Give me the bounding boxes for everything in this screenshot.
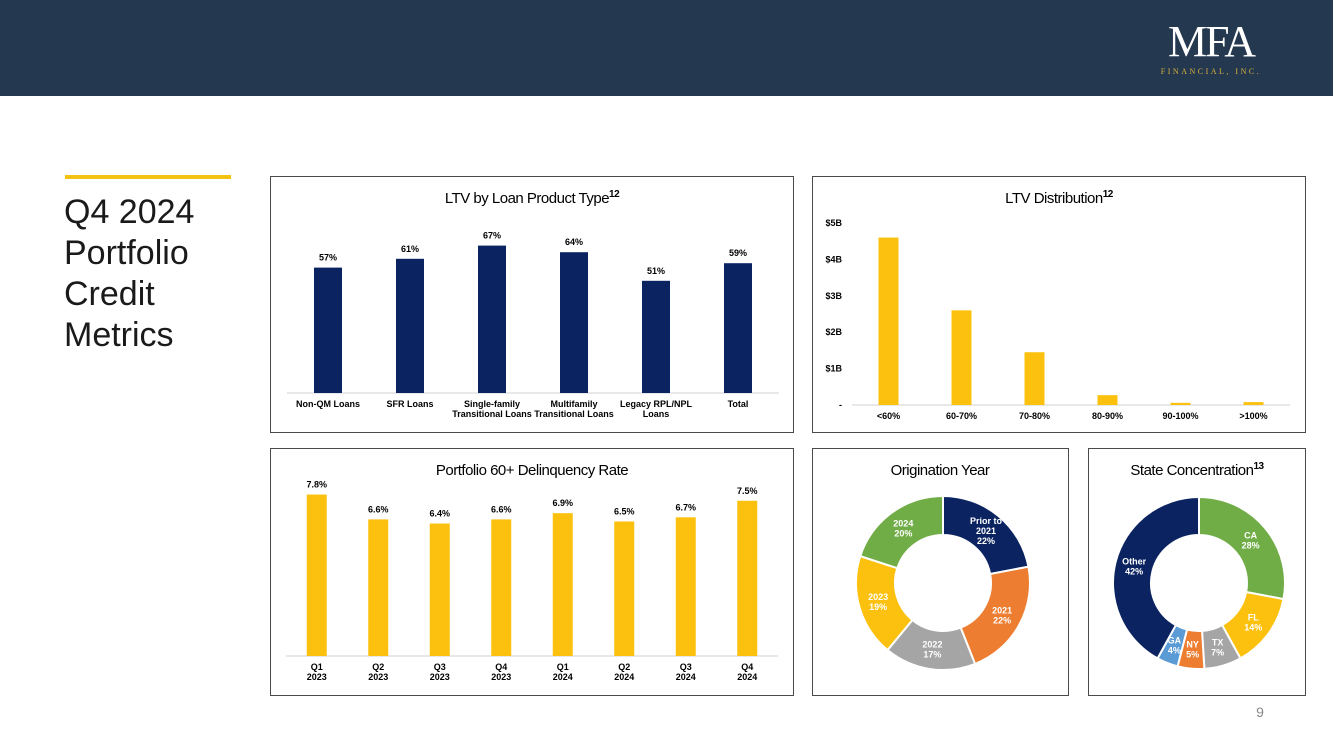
x-tick-label: Q3 2023 (430, 662, 450, 682)
bar-value-label: 64% (565, 237, 583, 247)
page-title-line: Q4 2024 (64, 193, 195, 231)
x-tick-label: <60% (877, 411, 900, 421)
mfa-logo: MFA (1167, 17, 1256, 66)
bar-value-label: 57% (319, 253, 337, 263)
slice-label: 2024 20% (893, 518, 913, 538)
chart-title: LTV by Loan Product Type12 (445, 189, 620, 207)
bar (724, 263, 752, 393)
donut-slice (858, 494, 944, 570)
mfa-logo-subtitle: FINANCIAL, INC. (1160, 67, 1262, 76)
bar-value-label: 61% (401, 244, 419, 254)
x-tick-label: 90-100% (1162, 411, 1198, 421)
slice-label: GA 4% (1168, 635, 1182, 655)
bar (560, 252, 588, 393)
bar (951, 310, 972, 405)
delinquency-rate-chart: Portfolio 60+ Delinquency Rate 7.8% Q1 2023… (286, 462, 778, 682)
x-tick-label: Legacy RPL/NPL Loans (620, 399, 693, 419)
title-accent-bar (65, 175, 231, 179)
bar (1024, 352, 1045, 405)
state-concentration-panel: State Concentration13 CA 28% FL 14% TX 7% NY 5% G… (1088, 448, 1306, 696)
x-tick-label: Q4 2023 (491, 662, 511, 682)
donut-slice (1112, 495, 1200, 660)
ltv-distribution-panel: LTV Distribution12 - $1B $2B $3B $4B $5B <60% 60… (812, 176, 1306, 433)
bar (314, 267, 342, 393)
bar (1097, 395, 1118, 405)
x-tick-label: 60-70% (946, 411, 977, 421)
ltv-by-product-panel: LTV by Loan Product Type12 57% Non-QM Loan… (270, 176, 794, 433)
y-tick-label: - (839, 400, 842, 410)
x-tick-label: Q1 2024 (553, 662, 573, 682)
bar-value-label: 51% (647, 266, 665, 276)
bar (878, 237, 899, 405)
slice-label: FL 14% (1244, 612, 1262, 632)
x-tick-label: Q2 2024 (614, 662, 634, 682)
page-title-line: Credit (64, 275, 155, 313)
bar-value-label: 7.8% (306, 480, 327, 490)
y-tick-label: $2B (825, 327, 842, 337)
x-tick-label: 80-90% (1092, 411, 1123, 421)
donut-slice (1198, 495, 1286, 601)
y-tick-label: $3B (825, 291, 842, 301)
x-tick-label: Multifamily Transitional Loans (534, 399, 614, 419)
bar (429, 523, 450, 656)
x-tick-label: Total (728, 399, 749, 409)
bar (478, 245, 506, 393)
bar-value-label: 59% (729, 248, 747, 258)
slice-label: CA 28% (1242, 530, 1260, 550)
bar-value-label: 6.7% (675, 502, 696, 512)
x-tick-label: Q4 2024 (737, 662, 757, 682)
bar (1243, 402, 1264, 405)
bar (491, 519, 512, 656)
bar-value-label: 6.6% (491, 504, 512, 514)
bar-value-label: 6.6% (368, 504, 389, 514)
slice-label: TX 7% (1211, 637, 1224, 657)
bar (552, 513, 573, 656)
page-title-line: Portfolio (64, 234, 189, 272)
chart-title: State Concentration13 (1130, 461, 1264, 479)
bar (675, 517, 696, 656)
slice-label: 2022 17% (922, 640, 942, 660)
bar (396, 258, 424, 393)
slice-label: 2021 22% (992, 606, 1012, 626)
bar (1170, 402, 1191, 405)
origination-year-panel: Origination Year Prior to 2021 22% 2021 22% 20… (812, 448, 1069, 696)
bar-value-label: 6.5% (614, 506, 635, 516)
x-tick-label: Single-family Transitional Loans (452, 399, 532, 419)
slice-label: 2023 19% (868, 592, 888, 612)
bar (614, 521, 635, 656)
bar-value-label: 6.9% (552, 498, 573, 508)
slice-label: Other 42% (1122, 556, 1147, 576)
chart-title: LTV Distribution12 (1005, 189, 1114, 207)
x-tick-label: Q2 2023 (368, 662, 388, 682)
origination-year-chart: Origination Year Prior to 2021 22% 2021 22% 20… (855, 462, 1031, 671)
slice-label: NY 5% (1186, 640, 1199, 660)
x-tick-label: Non-QM Loans (296, 399, 360, 409)
top-banner: MFA FINANCIAL, INC. (0, 0, 1333, 96)
bar (642, 280, 670, 393)
page-title: Q4 2024 Portfolio Credit Metrics (64, 192, 264, 356)
chart-title: Portfolio 60+ Delinquency Rate (436, 462, 628, 479)
bar-value-label: 6.4% (429, 509, 450, 519)
page-number: 9 (1256, 704, 1264, 720)
bar (306, 494, 327, 656)
bar (737, 500, 758, 656)
x-tick-label: >100% (1239, 411, 1267, 421)
x-tick-label: Q3 2024 (676, 662, 696, 682)
y-tick-label: $4B (825, 254, 842, 264)
bar-value-label: 67% (483, 231, 501, 241)
x-tick-label: Q1 2023 (307, 662, 327, 682)
slice-label: Prior to 2021 22% (970, 516, 1003, 546)
chart-title: Origination Year (891, 462, 990, 479)
ltv-distribution-chart: LTV Distribution12 - $1B $2B $3B $4B $5B <60% 60… (825, 189, 1290, 421)
y-tick-label: $1B (825, 364, 842, 374)
bar (368, 519, 389, 656)
delinquency-rate-panel: Portfolio 60+ Delinquency Rate 7.8% Q1 2023… (270, 448, 794, 696)
state-concentration-chart: State Concentration13 CA 28% FL 14% TX 7% NY 5% G… (1112, 461, 1286, 670)
x-tick-label: SFR Loans (386, 399, 433, 409)
y-tick-label: $5B (825, 218, 842, 228)
ltv-by-product-chart: LTV by Loan Product Type12 57% Non-QM Loan… (287, 189, 779, 419)
bar-value-label: 7.5% (737, 486, 758, 496)
x-tick-label: 70-80% (1019, 411, 1050, 421)
page-title-line: Metrics (64, 316, 174, 354)
